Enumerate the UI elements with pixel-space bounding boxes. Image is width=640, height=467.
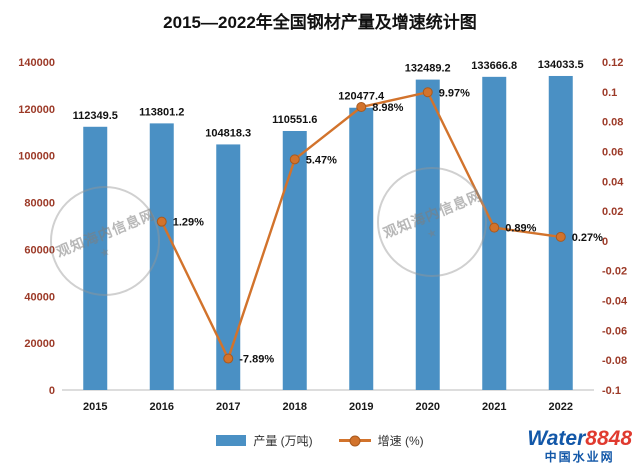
right-axis-tick: 0.12 (602, 57, 623, 69)
line-marker (489, 222, 500, 233)
legend-bar-label: 产量 (万吨) (253, 434, 313, 448)
left-axis-tick: 120000 (18, 104, 55, 116)
bar-value-label: 134033.5 (538, 59, 584, 71)
logo-water-text: Water (527, 426, 586, 450)
x-axis-label: 2018 (283, 401, 307, 413)
bar-2017 (216, 144, 241, 390)
bar-2020 (415, 79, 440, 390)
right-axis-tick: 0.06 (602, 146, 623, 158)
line-marker (555, 231, 566, 242)
bar-value-label: 132489.2 (405, 63, 451, 75)
bar-2015 (83, 126, 108, 390)
bar-value-label: 104818.3 (205, 127, 251, 139)
left-axis-tick: 100000 (18, 151, 55, 163)
legend-line-marker-icon (349, 435, 361, 446)
line-value-label: 0.27% (572, 232, 603, 244)
left-axis-tick: 20000 (24, 338, 55, 350)
bar-2016 (149, 123, 174, 391)
line-value-label: 5.47% (306, 154, 337, 166)
right-axis-tick: 0.08 (602, 117, 623, 129)
logo-8848-text: 8848 (585, 426, 632, 450)
bar-value-label: 113801.2 (139, 106, 184, 118)
legend-line-swatch (338, 435, 371, 446)
line-marker (223, 353, 234, 364)
line-value-label: 9.97% (439, 87, 470, 99)
right-axis-tick: 0 (602, 236, 608, 248)
line-marker (356, 102, 367, 113)
line-value-label: 8.98% (372, 102, 403, 114)
line-marker (422, 87, 433, 98)
bar-2018 (282, 130, 307, 390)
bar-value-label: 112349.5 (73, 110, 118, 122)
left-axis-tick: 40000 (24, 291, 55, 303)
water8848-logo: Water8848 中国水业网 (527, 427, 632, 464)
right-axis-tick: -0.04 (602, 296, 628, 308)
left-axis-tick: 80000 (24, 198, 55, 210)
bar-value-label: 110551.6 (272, 114, 317, 126)
bar-value-label: 133666.8 (471, 60, 517, 72)
bar-value-label: 120477.4 (338, 91, 385, 103)
x-axis-label: 2015 (83, 401, 107, 413)
logo-wordmark: Water8848 (527, 427, 632, 450)
right-axis-tick: 0.1 (602, 87, 617, 99)
line-value-label: -7.89% (239, 354, 274, 366)
chart-title: 2015—2022年全国钢材产量及增速统计图 (163, 13, 477, 32)
x-axis-label: 2021 (482, 401, 506, 413)
bar-2019 (349, 107, 374, 391)
line-marker (156, 216, 167, 227)
logo-subtitle: 中国水业网 (544, 449, 615, 464)
left-axis-tick: 0 (49, 385, 55, 397)
left-axis-tick: 140000 (18, 57, 55, 69)
right-axis-tick: -0.06 (602, 325, 627, 337)
x-axis-label: 2022 (549, 401, 573, 413)
right-axis-tick: -0.1 (602, 385, 621, 397)
right-axis-tick: -0.02 (602, 266, 627, 278)
right-axis-tick: 0.02 (602, 206, 623, 218)
left-axis-tick: 60000 (24, 244, 55, 256)
chart-legend: 产量 (万吨) 增速 (%) (0, 432, 640, 449)
line-value-label: 0.89% (505, 223, 536, 235)
legend-line-label: 增速 (%) (377, 434, 424, 448)
bar-2021 (482, 76, 507, 391)
line-value-label: 1.29% (173, 217, 204, 229)
line-marker (289, 154, 300, 165)
x-axis-label: 2019 (349, 401, 373, 413)
right-axis-tick: -0.08 (602, 355, 627, 367)
x-axis-label: 2017 (216, 401, 240, 413)
legend-bar-swatch (216, 435, 247, 446)
right-axis-tick: 0.04 (602, 176, 624, 188)
x-axis-label: 2016 (150, 401, 174, 413)
x-axis-label: 2020 (416, 401, 440, 413)
